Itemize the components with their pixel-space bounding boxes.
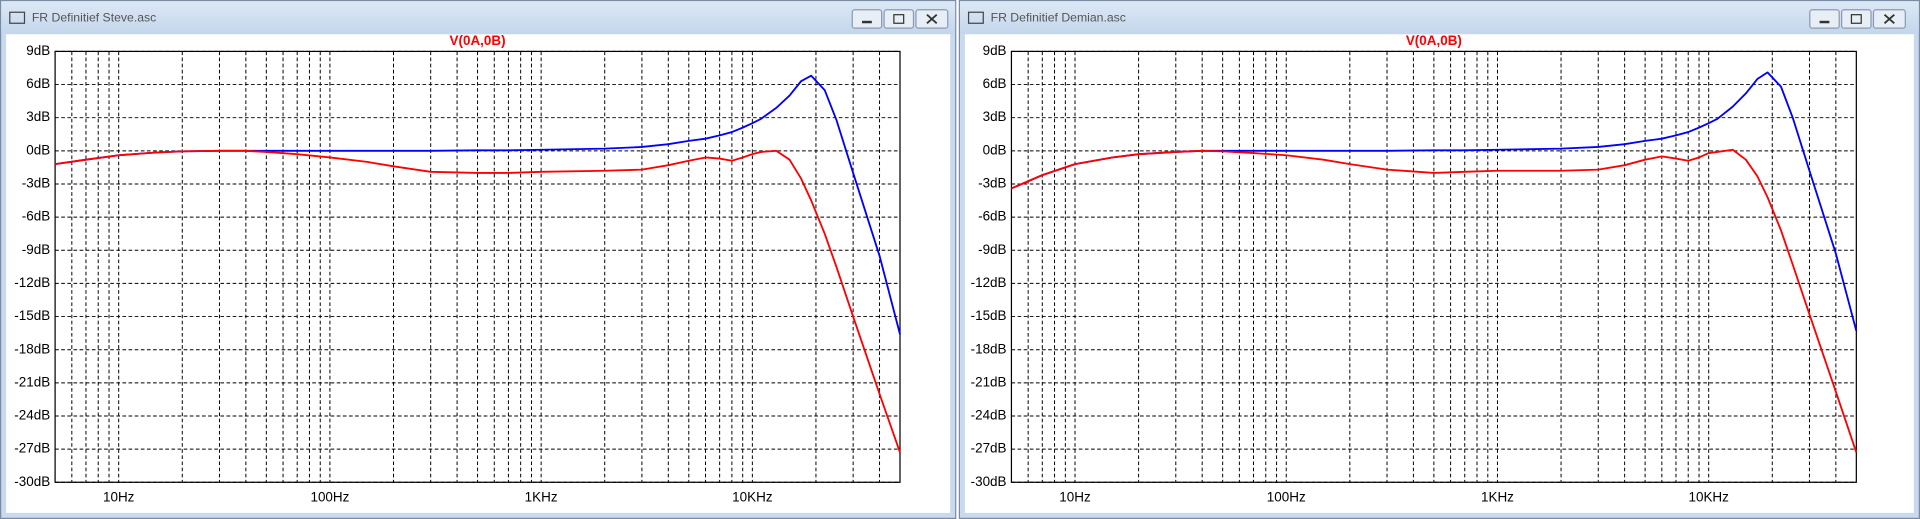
close-button[interactable]: [915, 9, 949, 29]
y-tick-label: -21dB: [971, 374, 1007, 389]
y-tick-label: -9dB: [978, 242, 1006, 257]
close-button[interactable]: [1872, 9, 1906, 29]
chart-title: V(0A,0B): [1406, 33, 1462, 48]
x-tick-label: 10KHz: [732, 490, 773, 505]
y-tick-label: -18dB: [14, 341, 50, 356]
y-tick-label: -3dB: [22, 176, 50, 191]
plot-frame: [54, 50, 901, 483]
title-bar: [1, 1, 956, 35]
y-tick-label: -15dB: [971, 308, 1007, 323]
x-tick-label: 10Hz: [103, 490, 135, 505]
x-tick-label: 100Hz: [1267, 490, 1306, 505]
y-tick-label: -21dB: [14, 374, 50, 389]
maximize-button[interactable]: [883, 9, 915, 29]
y-tick-label: 0dB: [983, 142, 1007, 157]
y-tick-label: 3dB: [26, 109, 50, 124]
plot-pane: [964, 34, 1914, 513]
x-tick-label: 10KHz: [1688, 490, 1729, 505]
y-tick-label: 9dB: [26, 43, 50, 58]
y-tick-label: 6dB: [26, 76, 50, 91]
app-icon: [967, 11, 984, 24]
y-tick-label: -3dB: [978, 176, 1006, 191]
series-line: [54, 149, 901, 453]
y-tick-label: -27dB: [14, 441, 50, 456]
y-tick-label: 3dB: [983, 109, 1007, 124]
y-tick-label: 0dB: [26, 142, 50, 157]
window-title: FR Definitief Steve.asc: [32, 11, 156, 25]
plot-pane: [6, 34, 951, 513]
minimize-button[interactable]: [851, 9, 883, 29]
y-tick-label: -27dB: [971, 441, 1007, 456]
x-tick-label: 100Hz: [310, 490, 349, 505]
y-tick-label: -12dB: [14, 275, 50, 290]
x-tick-label: 1KHz: [525, 490, 558, 505]
y-tick-label: -18dB: [971, 341, 1007, 356]
y-tick-label: -30dB: [971, 474, 1007, 489]
y-tick-label: -6dB: [22, 209, 50, 224]
y-tick-label: -6dB: [978, 209, 1006, 224]
y-tick-label: -9dB: [22, 242, 50, 257]
y-tick-label: -15dB: [14, 308, 50, 323]
minimize-button[interactable]: [1809, 9, 1840, 29]
x-tick-label: 1KHz: [1481, 490, 1514, 505]
series-line: [1011, 148, 1858, 453]
y-tick-label: 9dB: [983, 43, 1007, 58]
y-tick-label: -24dB: [14, 408, 50, 423]
chart-title: V(0A,0B): [450, 33, 506, 48]
y-tick-label: -12dB: [971, 275, 1007, 290]
x-tick-label: 10Hz: [1059, 490, 1091, 505]
y-tick-label: -24dB: [971, 408, 1007, 423]
app-icon: [9, 11, 26, 24]
title-bar: [960, 1, 1919, 35]
plot-frame: [1010, 50, 1857, 483]
maximize-button[interactable]: [1841, 9, 1872, 29]
window: FR Definitief Demian.asc: [958, 0, 1920, 519]
y-tick-label: -30dB: [14, 474, 50, 489]
window-title: FR Definitief Demian.asc: [991, 11, 1126, 25]
y-tick-label: 6dB: [983, 76, 1007, 91]
